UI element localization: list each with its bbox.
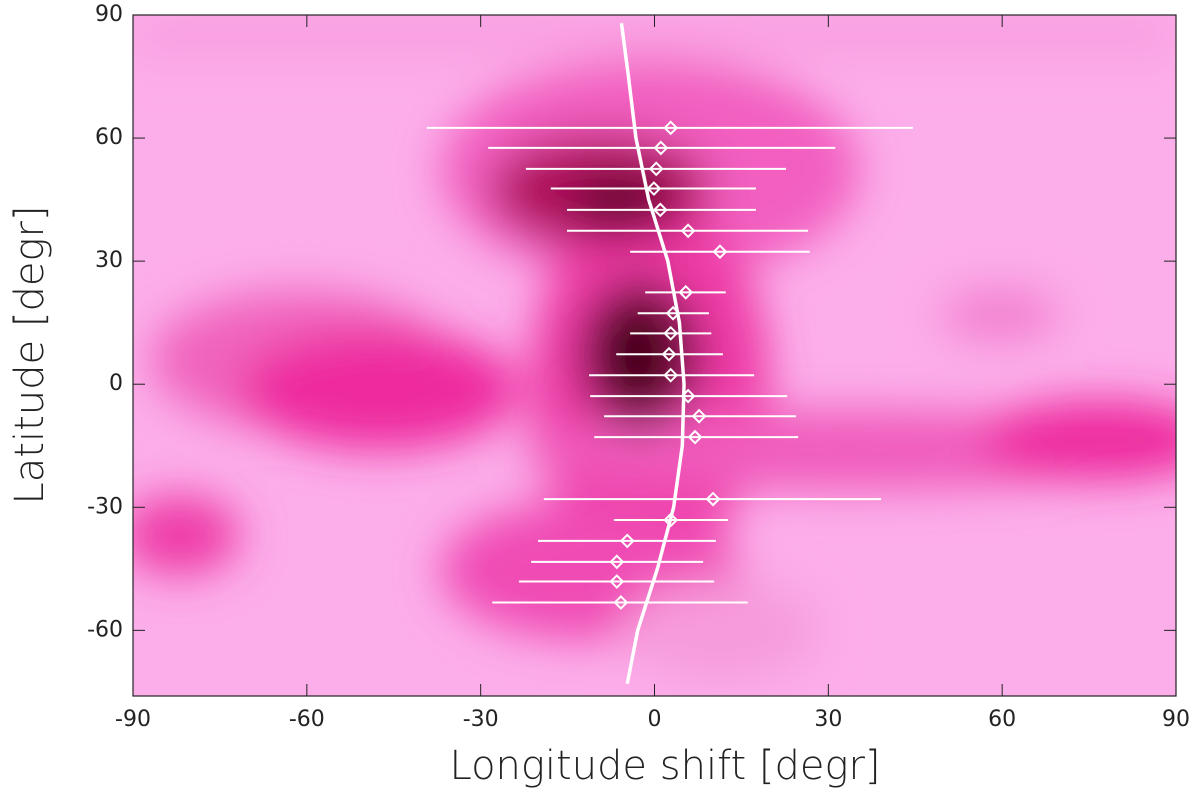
x-tick-label: 60 (988, 707, 1016, 732)
x-tick-label: -90 (115, 707, 151, 732)
data-layer (426, 22, 913, 685)
point (663, 325, 679, 341)
point (678, 284, 694, 300)
point (712, 244, 728, 260)
point (663, 367, 679, 383)
point (705, 491, 721, 507)
point (680, 388, 696, 404)
point (680, 223, 696, 239)
point (653, 140, 669, 156)
point (691, 408, 707, 424)
y-tick-label: 90 (95, 2, 123, 27)
point (652, 202, 668, 218)
x-tick-label: -60 (289, 707, 325, 732)
x-tick-label: -30 (463, 707, 499, 732)
y-tick-label: 0 (109, 371, 123, 396)
y-tick-label: 60 (95, 125, 123, 150)
x-tick-label: 90 (1162, 707, 1190, 732)
point (661, 346, 677, 362)
point (646, 181, 662, 196)
point (648, 161, 664, 177)
point (609, 554, 625, 570)
x-tick-label: 30 (814, 707, 842, 732)
y-axis-title: Latitude [degr] (7, 205, 53, 504)
x-tick-label: 0 (648, 707, 662, 732)
point (687, 429, 703, 445)
y-tick-label: -30 (87, 494, 123, 519)
contour-background (133, 15, 1176, 696)
point (663, 120, 679, 136)
point (619, 533, 635, 549)
x-axis-title: Longitude shift [degr] (449, 743, 880, 789)
point (613, 595, 629, 610)
point (663, 512, 679, 528)
y-tick-label: -60 (87, 617, 123, 642)
point (609, 574, 625, 589)
point (665, 305, 681, 321)
y-tick-label: 30 (95, 248, 123, 273)
